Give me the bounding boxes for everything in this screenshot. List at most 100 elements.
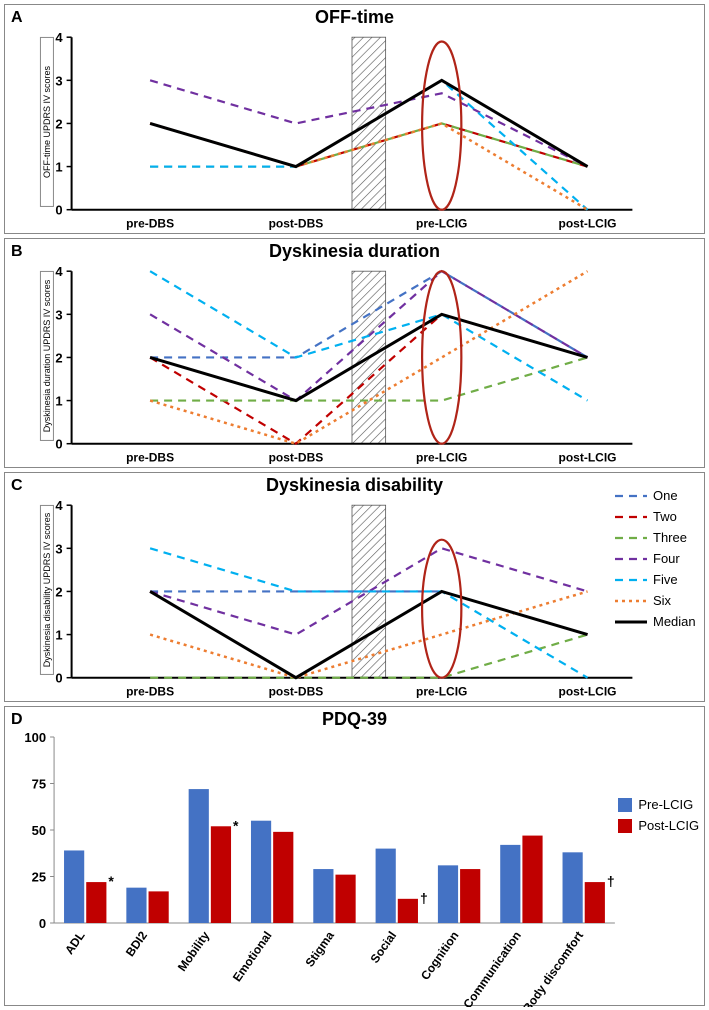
- bar-post-lcig: [273, 832, 293, 923]
- y-tick-label: 0: [55, 671, 62, 686]
- highlight-ellipse: [422, 271, 461, 444]
- legend-item-pre-lcig: Pre-LCIG: [618, 797, 699, 812]
- legend-label: One: [653, 488, 678, 503]
- chart-svg-A: 0 1 2 3 4 pre-DBS post-DBS pre-LCIG post-LCIG: [5, 5, 706, 235]
- chart-svg-C: 01234pre-DBSpost-DBSpre-LCIGpost-LCIG: [5, 473, 706, 703]
- legend-label: Median: [653, 614, 696, 629]
- legend-swatch: [615, 574, 647, 586]
- legend-swatch: [618, 798, 632, 812]
- legend-label: Three: [653, 530, 687, 545]
- legend-swatch: [618, 819, 632, 833]
- y-tick-label: 2: [55, 350, 62, 365]
- x-category-label: pre-DBS: [126, 451, 174, 465]
- y-tick-label: 4: [55, 498, 63, 513]
- legend-item-four: Four: [615, 551, 696, 566]
- legend-swatch: [615, 490, 647, 502]
- y-tick-label: 1: [55, 160, 62, 175]
- x-category-label: Stigma: [303, 928, 338, 969]
- y-tick-label: 0: [55, 203, 62, 218]
- bar-pre-lcig: [126, 888, 146, 923]
- legend-item-post-lcig: Post-LCIG: [618, 818, 699, 833]
- x-category-label: pre-DBS: [126, 217, 174, 231]
- y-tick-label: 100: [24, 730, 46, 745]
- y-tick-label: 0: [55, 437, 62, 452]
- x-category-label: post-DBS: [269, 451, 324, 465]
- x-category-label: ADL: [62, 929, 88, 957]
- legend-item-five: Five: [615, 572, 696, 587]
- significance-annotation: †: [607, 873, 615, 889]
- legend-item-median: Median: [615, 614, 696, 629]
- bar-post-lcig: [211, 826, 231, 923]
- bar-pre-lcig: [64, 850, 84, 923]
- bar-pre-lcig: [313, 869, 333, 923]
- x-category-label: post-LCIG: [559, 685, 617, 699]
- panel-D: DPDQ-390255075100ADLBDI2MobilityEmotiona…: [4, 706, 705, 1006]
- bar-pre-lcig: [251, 821, 271, 923]
- bar-pre-lcig: [189, 789, 209, 923]
- bar-post-lcig: [335, 875, 355, 923]
- y-tick-label: 3: [55, 541, 62, 556]
- y-tick-label: 0: [39, 916, 46, 931]
- x-category-label: Body discomfort: [520, 929, 586, 1007]
- x-category-label: post-LCIG: [559, 217, 617, 231]
- y-tick-label: 4: [55, 264, 63, 279]
- legend-swatch: [615, 595, 647, 607]
- y-tick-label: 25: [32, 870, 46, 885]
- bar-post-lcig: [149, 891, 169, 923]
- x-category-label: post-LCIG: [559, 451, 617, 465]
- y-tick-label: 3: [55, 73, 62, 88]
- x-category-label: pre-LCIG: [416, 451, 467, 465]
- x-category-label: pre-DBS: [126, 685, 174, 699]
- x-category-label: post-DBS: [269, 685, 324, 699]
- bar-post-lcig: [585, 882, 605, 923]
- legend-swatch: [615, 616, 647, 628]
- legend-label: Five: [653, 572, 678, 587]
- legend-item-two: Two: [615, 509, 696, 524]
- x-category-label: Communication: [460, 929, 523, 1007]
- bar-pre-lcig: [376, 849, 396, 923]
- y-tick-label: 1: [55, 628, 62, 643]
- bar-post-lcig: [522, 836, 542, 923]
- legend-item-one: One: [615, 488, 696, 503]
- x-category-label: BDI2: [123, 928, 150, 959]
- chart-svg-B: 0 1 2 3 4 pre-DBS post-DBS pre-LCIG post-LCIG: [5, 239, 706, 469]
- y-tick-label: 50: [32, 823, 46, 838]
- bar-post-lcig: [398, 899, 418, 923]
- legend-swatch: [615, 532, 647, 544]
- y-tick-label: 4: [55, 30, 63, 45]
- panel-B: BDyskinesia durationDyskinesia duration …: [4, 238, 705, 468]
- legend-label: Two: [653, 509, 677, 524]
- significance-annotation: *: [108, 873, 114, 889]
- chart-svg-D: 0 25 50 75 100 ADL BDI2 Mobility Emotional Stigma…: [5, 707, 706, 1007]
- bar-pre-lcig: [500, 845, 520, 923]
- y-tick-label: 3: [55, 307, 62, 322]
- x-category-label: pre-LCIG: [416, 685, 467, 699]
- highlight-ellipse: [422, 540, 461, 678]
- legend-label: Four: [653, 551, 680, 566]
- legend-label: Post-LCIG: [638, 818, 699, 833]
- bar-legend: Pre-LCIG Post-LCIG: [618, 797, 699, 839]
- bar-pre-lcig: [563, 852, 583, 923]
- bar-post-lcig: [460, 869, 480, 923]
- bar-post-lcig: [86, 882, 106, 923]
- y-tick-label: 1: [55, 394, 62, 409]
- panel-C: CDyskinesia disabilityDyskinesia disabil…: [4, 472, 705, 702]
- significance-annotation: †: [420, 890, 428, 906]
- panel-A: AOFF-timeOFF-time UPDRS IV scores01234pr…: [4, 4, 705, 234]
- legend-label: Pre-LCIG: [638, 797, 693, 812]
- x-category-label: Social: [367, 929, 399, 966]
- legend-item-three: Three: [615, 530, 696, 545]
- legend-swatch: [615, 553, 647, 565]
- x-category-label: Emotional: [230, 929, 275, 985]
- highlight-ellipse: [422, 42, 461, 210]
- x-category-label: Cognition: [418, 929, 462, 983]
- x-category-label: pre-LCIG: [416, 217, 467, 231]
- significance-annotation: *: [233, 817, 239, 833]
- x-category-label: Mobility: [175, 928, 213, 973]
- x-category-label: post-DBS: [269, 217, 324, 231]
- bar-pre-lcig: [438, 865, 458, 923]
- legend-item-six: Six: [615, 593, 696, 608]
- legend-swatch: [615, 511, 647, 523]
- y-tick-label: 2: [55, 116, 62, 131]
- y-tick-label: 75: [32, 777, 46, 792]
